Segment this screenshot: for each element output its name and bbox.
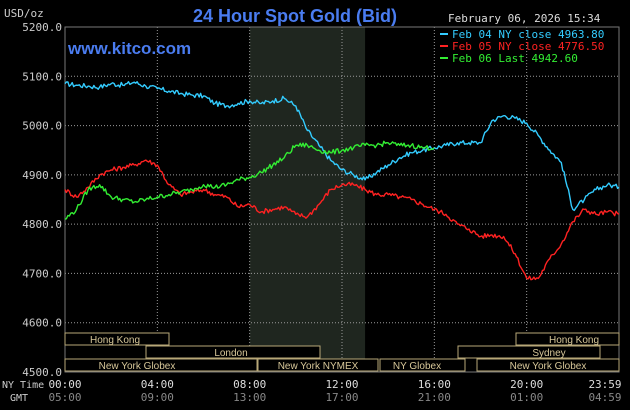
unit-label: USD/oz [4,7,44,20]
legend-item-feb04: Feb 04 NY close 4963.80 [452,28,604,41]
x-tick-ny: 04:00 [141,378,174,391]
market-box-sydney [457,345,601,359]
market-box-hong-kong-1 [64,332,170,346]
market-box-new-york-globex-2 [476,358,620,372]
market-label-hong-kong-1: Hong Kong [90,335,140,346]
date-label: February 06, 2026 15:34 [448,12,601,25]
market-hours: Hong Kong London New York Globex New Yor… [64,332,620,372]
market-box-new-york-globex-1 [64,358,258,372]
x-tick-gmt: 01:00 [510,391,543,404]
series-line-1 [64,80,620,212]
x-tick-ny: 00:00 [48,378,81,391]
y-tick-label: 5200.0 [22,21,62,34]
x-tick-ny: 12:00 [325,378,358,391]
y-tick-label: 5100.0 [22,70,62,83]
y-tick-label: 4600.0 [22,317,62,330]
x-tick-gmt: 17:00 [325,391,358,404]
legend: Feb 04 NY close 4963.80 Feb 05 NY close … [440,28,604,65]
market-box-london [145,345,321,359]
x-tick-ny: 16:00 [418,378,451,391]
market-box-hong-kong-2 [515,332,620,346]
plot-border [64,26,620,373]
market-label-new-york-globex-2: New York Globex [510,361,587,372]
x-tick-gmt: 04:59 [588,391,621,404]
x-tick-gmt: 13:00 [233,391,266,404]
watermark: www.kitco.com [67,39,191,58]
y-tick-label: 4700.0 [22,267,62,280]
market-label-london: London [214,348,247,359]
y-axis-labels: 5200.0 5100.0 5000.0 4900.0 4800.0 4700.0 4600… [22,21,62,379]
market-box-ny-globex [379,358,466,372]
legend-item-feb06: Feb 06 Last 4942.60 [452,52,578,65]
session-shade [249,27,366,372]
market-label-hong-kong-2: Hong Kong [549,335,599,346]
series-group [64,80,620,281]
market-label-new-york-nymex: New York NYMEX [278,361,359,372]
x-tick-ny: 23:59 [588,378,621,391]
series-line-3 [64,140,435,220]
y-tick-label: 4500.0 [22,366,62,379]
market-label-new-york-globex-1: New York Globex [99,361,176,372]
x-tick-gmt: 21:00 [418,391,451,404]
series-line-2 [64,159,620,281]
market-label-ny-globex: NY Globex [393,361,441,372]
market-label-sydney: Sydney [532,348,565,359]
x-tick-gmt: 09:00 [141,391,174,404]
chart-title: 24 Hour Spot Gold (Bid) [193,6,397,26]
y-tick-label: 4900.0 [22,169,62,182]
market-box-new-york-nymex [257,358,379,372]
y-tick-label: 4800.0 [22,218,62,231]
y-tick-label: 5000.0 [22,120,62,133]
grid-lines [64,26,620,373]
gmt-label: GMT [10,393,28,404]
legend-item-feb05: Feb 05 NY close 4776.50 [452,40,604,53]
x-tick-gmt: 05:00 [48,391,81,404]
x-tick-ny: 08:00 [233,378,266,391]
x-tick-ny: 20:00 [510,378,543,391]
ny-time-label: NY Time [2,380,44,391]
